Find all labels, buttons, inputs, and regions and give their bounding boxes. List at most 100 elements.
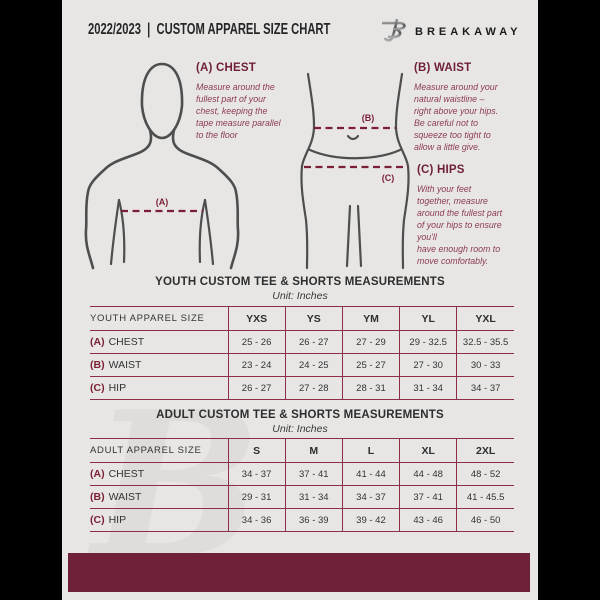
- table-row-hip: (C) HIP 26 - 27 27 - 28 28 - 31 31 - 34 3…: [90, 376, 514, 400]
- value-cell: 41 - 45.5: [456, 485, 514, 509]
- value-cell: 34 - 37: [341, 485, 400, 509]
- hips-figure: (B) (C): [300, 72, 410, 270]
- row-key: (A): [90, 468, 105, 480]
- brand-name: BREAKAWAY: [415, 26, 522, 38]
- figure-left-chest-line: [117, 198, 126, 264]
- waist-guide-description: Measure around your natural waistline – …: [414, 82, 499, 152]
- row-label-cell: (B) WAIST: [90, 485, 228, 509]
- row-key: (C): [90, 382, 105, 394]
- value-cell: 27 - 29: [341, 330, 400, 354]
- figure-left-armpit-line: [109, 198, 121, 266]
- adult-size-table: ADULT APPAREL SIZE S M L XL 2XL (A) CHEST…: [90, 438, 514, 532]
- row-label-cell: (B) WAIST: [90, 353, 228, 377]
- table-row-chest: (A) CHEST 34 - 37 37 - 41 41 - 44 44 - 48…: [90, 462, 514, 486]
- size-column-header: YM: [341, 306, 400, 331]
- row-key: (B): [90, 491, 105, 503]
- row-label-cell: (A) CHEST: [90, 462, 228, 486]
- value-cell: 43 - 46: [399, 508, 457, 532]
- footer-accent-bar: [68, 553, 530, 592]
- value-cell: 48 - 52: [456, 462, 514, 486]
- row-name: WAIST: [108, 359, 142, 371]
- figure-navel-mark: [346, 134, 360, 141]
- hips-guide-heading: (C) HIPS: [417, 164, 465, 176]
- value-cell: 26 - 27: [227, 376, 286, 400]
- row-label-cell: (C) HIP: [90, 376, 228, 400]
- size-column-header: YS: [284, 306, 343, 331]
- value-cell: 24 - 25: [284, 353, 343, 377]
- value-cell: 44 - 48: [399, 462, 457, 486]
- value-cell: 34 - 37: [227, 462, 286, 486]
- value-cell: 37 - 41: [399, 485, 457, 509]
- value-cell: 34 - 37: [456, 376, 514, 400]
- value-cell: 27 - 28: [284, 376, 343, 400]
- value-cell: 28 - 31: [341, 376, 400, 400]
- value-cell: 32.5 - 35.5: [456, 330, 514, 354]
- youth-size-table: YOUTH APPAREL SIZE YXS YS YM YL YXL (A) C…: [90, 306, 514, 400]
- row-name: CHEST: [108, 468, 145, 480]
- size-header-cell: ADULT APPAREL SIZE: [90, 438, 228, 463]
- document-page: 2022/2023 | CUSTOM APPAREL SIZE CHART BR…: [62, 0, 538, 600]
- page-title: 2022/2023 | CUSTOM APPAREL SIZE CHART: [88, 21, 331, 38]
- figure-right-inner-leg: [356, 204, 363, 268]
- size-column-header: L: [341, 438, 400, 463]
- value-cell: 34 - 36: [227, 508, 286, 532]
- figure-head-outline: [140, 62, 184, 140]
- chest-guide-description: Measure around the fullest part of your …: [196, 82, 281, 140]
- value-cell: 30 - 33: [456, 353, 514, 377]
- size-column-header: 2XL: [456, 438, 514, 463]
- breakaway-logo-icon: [382, 18, 406, 42]
- row-key: (C): [90, 514, 105, 526]
- figure-left-side-outline: [300, 72, 316, 270]
- row-name: HIP: [108, 514, 127, 526]
- value-cell: 29 - 31: [227, 485, 286, 509]
- figure-right-chest-line: [198, 198, 207, 264]
- value-cell: 29 - 32.5: [399, 330, 457, 354]
- figure-waistband-line: [308, 148, 402, 160]
- size-column-header: YL: [399, 306, 457, 331]
- chest-guide-heading: (A) CHEST: [196, 62, 256, 74]
- figure-right-armpit-line: [203, 198, 215, 266]
- size-column-header: M: [284, 438, 343, 463]
- adult-section-unit: Unit: Inches: [272, 423, 328, 435]
- waist-marker-label: (B): [362, 113, 375, 123]
- row-name: CHEST: [108, 336, 145, 348]
- value-cell: 31 - 34: [284, 485, 343, 509]
- table-row-waist: (B) WAIST 29 - 31 31 - 34 34 - 37 37 - 41…: [90, 485, 514, 509]
- value-cell: 31 - 34: [399, 376, 457, 400]
- size-column-header: YXS: [227, 306, 286, 331]
- value-cell: 27 - 30: [399, 353, 457, 377]
- youth-section-unit: Unit: Inches: [272, 290, 328, 302]
- chest-marker-label: (A): [156, 197, 169, 207]
- row-key: (B): [90, 359, 105, 371]
- row-label-cell: (C) HIP: [90, 508, 228, 532]
- adult-section-title: ADULT CUSTOM TEE & SHORTS MEASUREMENTS: [156, 409, 444, 421]
- torso-figure: (A): [84, 62, 240, 270]
- figure-left-inner-leg: [345, 204, 352, 268]
- size-column-header: YXL: [456, 306, 514, 331]
- row-key: (A): [90, 336, 105, 348]
- table-header-row: YOUTH APPAREL SIZE YXS YS YM YL YXL: [90, 306, 514, 331]
- table-row-waist: (B) WAIST 23 - 24 24 - 25 25 - 27 27 - 30…: [90, 353, 514, 377]
- value-cell: 37 - 41: [284, 462, 343, 486]
- value-cell: 46 - 50: [456, 508, 514, 532]
- hips-guide-description: With your feet together, measure around …: [417, 184, 503, 266]
- table-row-chest: (A) CHEST 25 - 26 26 - 27 27 - 29 29 - 32…: [90, 330, 514, 354]
- figure-left-arm-outline: [84, 128, 153, 270]
- value-cell: 26 - 27: [284, 330, 343, 354]
- figure-right-arm-outline: [171, 128, 240, 270]
- row-label-cell: (A) CHEST: [90, 330, 228, 354]
- row-name: HIP: [108, 382, 127, 394]
- table-row-hip: (C) HIP 34 - 36 36 - 39 39 - 42 43 - 46 4…: [90, 508, 514, 532]
- value-cell: 25 - 27: [341, 353, 400, 377]
- value-cell: 39 - 42: [341, 508, 400, 532]
- row-name: WAIST: [108, 491, 142, 503]
- hips-marker-label: (C): [382, 173, 395, 183]
- size-header-cell: YOUTH APPAREL SIZE: [90, 306, 228, 331]
- value-cell: 25 - 26: [227, 330, 286, 354]
- figure-right-side-outline: [394, 72, 410, 270]
- table-header-row: ADULT APPAREL SIZE S M L XL 2XL: [90, 438, 514, 463]
- size-column-header: S: [227, 438, 286, 463]
- waist-guide-heading: (B) WAIST: [414, 62, 472, 74]
- value-cell: 36 - 39: [284, 508, 343, 532]
